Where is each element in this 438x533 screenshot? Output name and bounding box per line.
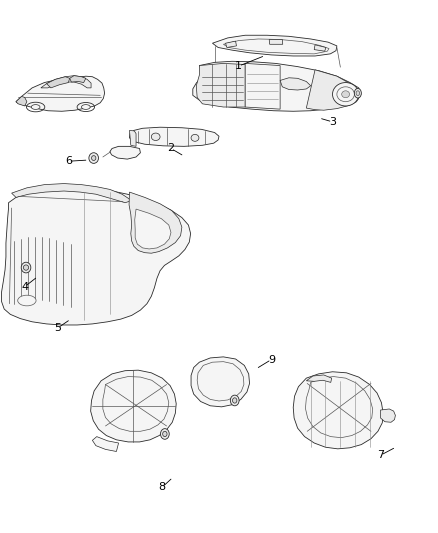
Text: 4: 4 (21, 282, 28, 292)
Ellipse shape (356, 91, 360, 95)
Ellipse shape (160, 429, 169, 439)
Polygon shape (91, 370, 176, 442)
Polygon shape (2, 188, 191, 325)
Polygon shape (381, 409, 396, 422)
Polygon shape (212, 35, 337, 56)
Ellipse shape (191, 134, 199, 141)
Polygon shape (196, 63, 245, 107)
Polygon shape (293, 372, 383, 449)
Text: 2: 2 (167, 143, 174, 154)
Ellipse shape (18, 295, 36, 306)
Text: 7: 7 (377, 450, 384, 460)
Ellipse shape (89, 153, 99, 164)
Ellipse shape (354, 88, 361, 98)
Polygon shape (92, 437, 119, 451)
Polygon shape (130, 127, 219, 147)
Polygon shape (70, 76, 86, 83)
Polygon shape (135, 209, 171, 249)
Ellipse shape (31, 104, 40, 109)
Ellipse shape (162, 431, 167, 437)
Polygon shape (280, 78, 311, 90)
Polygon shape (306, 70, 360, 110)
Ellipse shape (233, 398, 237, 403)
Polygon shape (12, 183, 132, 203)
Polygon shape (16, 76, 105, 111)
Polygon shape (269, 39, 283, 44)
Ellipse shape (21, 262, 31, 273)
Ellipse shape (23, 265, 28, 270)
Polygon shape (191, 357, 250, 407)
Polygon shape (130, 131, 136, 147)
Polygon shape (314, 45, 326, 51)
Ellipse shape (81, 104, 90, 109)
Text: 3: 3 (329, 117, 336, 127)
Text: 9: 9 (268, 354, 275, 365)
Polygon shape (193, 61, 361, 111)
Polygon shape (110, 147, 141, 159)
Text: 1: 1 (235, 61, 242, 71)
Polygon shape (226, 41, 237, 47)
Polygon shape (306, 375, 332, 382)
Polygon shape (129, 192, 182, 253)
Text: 8: 8 (159, 482, 166, 492)
Ellipse shape (342, 91, 350, 98)
Ellipse shape (151, 133, 160, 141)
Text: 5: 5 (54, 323, 61, 333)
Ellipse shape (332, 83, 359, 106)
Polygon shape (41, 76, 91, 88)
Polygon shape (16, 96, 27, 106)
Text: 6: 6 (65, 156, 72, 166)
Polygon shape (245, 63, 280, 109)
Ellipse shape (92, 156, 96, 160)
Ellipse shape (230, 395, 239, 406)
Polygon shape (46, 77, 70, 88)
